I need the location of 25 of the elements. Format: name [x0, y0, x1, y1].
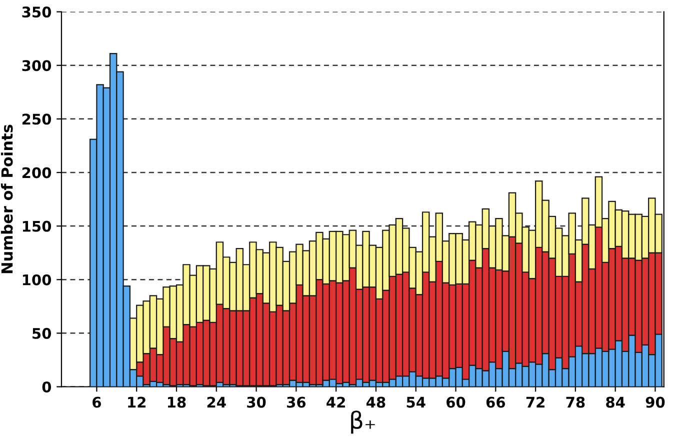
y-tick-label: 300 — [22, 60, 52, 72]
x-tick-label: 12 — [128, 396, 146, 408]
x-tick-label: 42 — [326, 396, 345, 408]
y-tick-label: 100 — [22, 274, 52, 286]
y-tick-label: 200 — [22, 167, 52, 178]
y-axis-title: Number of Points — [0, 124, 13, 274]
x-tick-label: 30 — [247, 396, 266, 408]
x-tick-label: 54 — [406, 396, 426, 408]
y-tick-label: 250 — [22, 114, 52, 125]
x-tick-label: 6 — [92, 396, 101, 408]
x-tick-label: 84 — [606, 396, 625, 408]
x-tick-label: 18 — [168, 396, 186, 408]
x-axis-title: β₊ — [351, 410, 375, 434]
x-tick-label: 60 — [446, 396, 466, 408]
x-tick-label: 66 — [486, 396, 506, 408]
y-tick-label: 350 — [22, 6, 52, 18]
x-tick-label: 36 — [287, 396, 306, 408]
y-tick-label: 50 — [32, 328, 52, 339]
x-tick-label: 48 — [366, 396, 386, 408]
y-tick-label: 0 — [42, 381, 52, 392]
x-tick-label: 90 — [646, 396, 665, 408]
y-tick-label: 150 — [22, 220, 52, 232]
x-tick-label: 24 — [207, 396, 226, 408]
x-tick-label: 72 — [526, 396, 544, 408]
x-tick-label: 78 — [566, 396, 585, 408]
